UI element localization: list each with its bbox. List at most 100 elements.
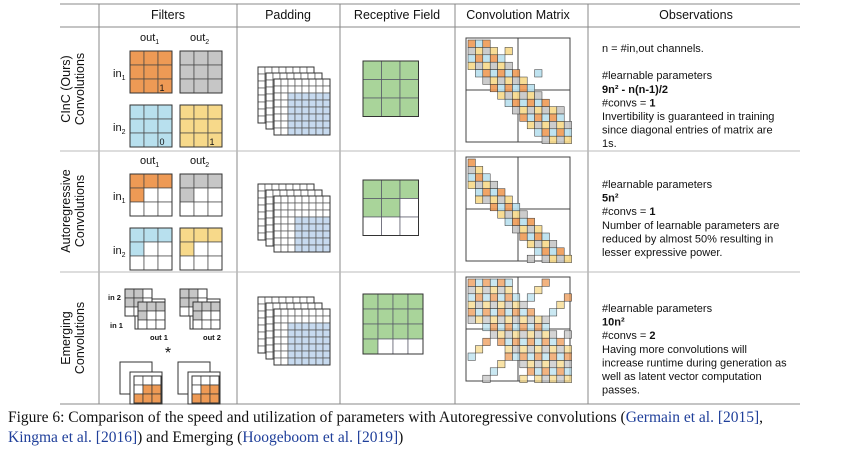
matrix-cell (489, 367, 498, 376)
grid-cell (322, 92, 331, 101)
grid-border (129, 50, 173, 94)
grid-border (179, 104, 223, 148)
cell-value: 1 (159, 83, 164, 93)
matrix-cell (512, 308, 521, 317)
grid-border (133, 375, 162, 404)
matrix-cell (489, 330, 498, 339)
filter-in1-out2 (179, 173, 223, 217)
matrix-cell (549, 374, 558, 383)
grid-cell (315, 85, 324, 94)
grid-cell (257, 324, 266, 333)
padding-layer-top (273, 195, 331, 253)
grid-cell (301, 315, 310, 324)
matrix-cell (519, 352, 528, 361)
grid-cell (193, 201, 209, 217)
receptive-field-grid (362, 179, 419, 236)
matrix-cell (467, 166, 476, 175)
matrix-cell (541, 106, 550, 115)
citation-hoogeboom[interactable]: Hoogeboom et al. [2019] (242, 429, 399, 446)
grid-cell (265, 224, 274, 233)
matrix-cell (556, 121, 565, 130)
grid-cell (301, 78, 310, 87)
grid-cell (265, 72, 274, 81)
matrix-cell (489, 315, 498, 324)
grid-cell (322, 223, 331, 232)
matrix-cell (512, 315, 521, 324)
matrix-cell (526, 121, 535, 130)
grid-cell (381, 198, 401, 218)
grid-cell (294, 127, 303, 136)
matrix-cell (534, 98, 543, 107)
matrix-cell (467, 315, 476, 324)
grid-cell (157, 187, 173, 203)
grid-cell (407, 323, 424, 340)
grid-cell (308, 230, 317, 239)
grid-cell (265, 316, 274, 325)
filter-in2-out1 (129, 227, 173, 271)
grid-cell (142, 384, 153, 395)
matrix-cell (541, 98, 550, 107)
grid-cell (265, 121, 274, 130)
matrix-cell (526, 232, 535, 241)
grid-cell (257, 232, 266, 241)
grid-cell (407, 293, 424, 310)
matrix-cell (534, 323, 543, 332)
grid-border (362, 179, 419, 236)
grid-cell (308, 113, 317, 122)
grid-cell (315, 216, 324, 225)
citation-germain[interactable]: Germain et al. [2015] (625, 409, 760, 426)
grid-cell (301, 237, 310, 246)
matrix-cell (541, 323, 550, 332)
grid-cell (137, 301, 148, 312)
emerging-filter2-grid (133, 375, 162, 404)
grid-cell (322, 120, 331, 129)
grid-cell (315, 202, 324, 211)
grid-cell (377, 293, 394, 310)
observation-line: 9n² - n(n-1)/2 (602, 84, 668, 96)
matrix-cell (549, 135, 558, 144)
grid-cell (280, 209, 289, 218)
grid-cell (301, 85, 310, 94)
matrix-cell (512, 210, 521, 219)
matrix-cell (549, 247, 558, 256)
grid-cell (265, 100, 274, 109)
grid-cell (207, 201, 223, 217)
grid-cell (301, 322, 310, 331)
matrix-cell (549, 106, 558, 115)
grid-cell (133, 393, 144, 404)
matrix-cell (549, 308, 558, 317)
grid-cell (273, 209, 282, 218)
citation-kingma[interactable]: Kingma et al. [2016] (8, 429, 138, 446)
grid-cell (308, 223, 317, 232)
matrix-cell (504, 217, 513, 226)
grid-cell (362, 97, 382, 117)
matrix-cell (504, 195, 513, 204)
matrix-cell (475, 195, 484, 204)
grid-cell (188, 288, 199, 299)
grid-cell (322, 350, 331, 359)
grid-border (179, 173, 223, 217)
grid-cell (129, 118, 145, 134)
matrix-cell (534, 121, 543, 130)
grid-cell (157, 201, 173, 217)
grid-cell (143, 118, 159, 134)
grid-cell (265, 79, 274, 88)
matrix-cell (482, 293, 491, 302)
matrix-cell (504, 286, 513, 295)
matrix-cell (541, 330, 550, 339)
grid-cell (294, 99, 303, 108)
matrix-cell (504, 315, 513, 324)
grid-cell (287, 315, 296, 324)
matrix-cell (482, 286, 491, 295)
grid-cell (294, 120, 303, 129)
grid-cell (322, 85, 331, 94)
matrix-cell (512, 76, 521, 85)
grid-cell (151, 393, 162, 404)
grid-cell (142, 375, 153, 386)
matrix-cell (534, 113, 543, 122)
matrix-cell (519, 308, 528, 317)
matrix-cell (504, 352, 513, 361)
grid-cell (179, 255, 195, 271)
matrix-cell (512, 293, 521, 302)
grid-cell (294, 78, 303, 87)
